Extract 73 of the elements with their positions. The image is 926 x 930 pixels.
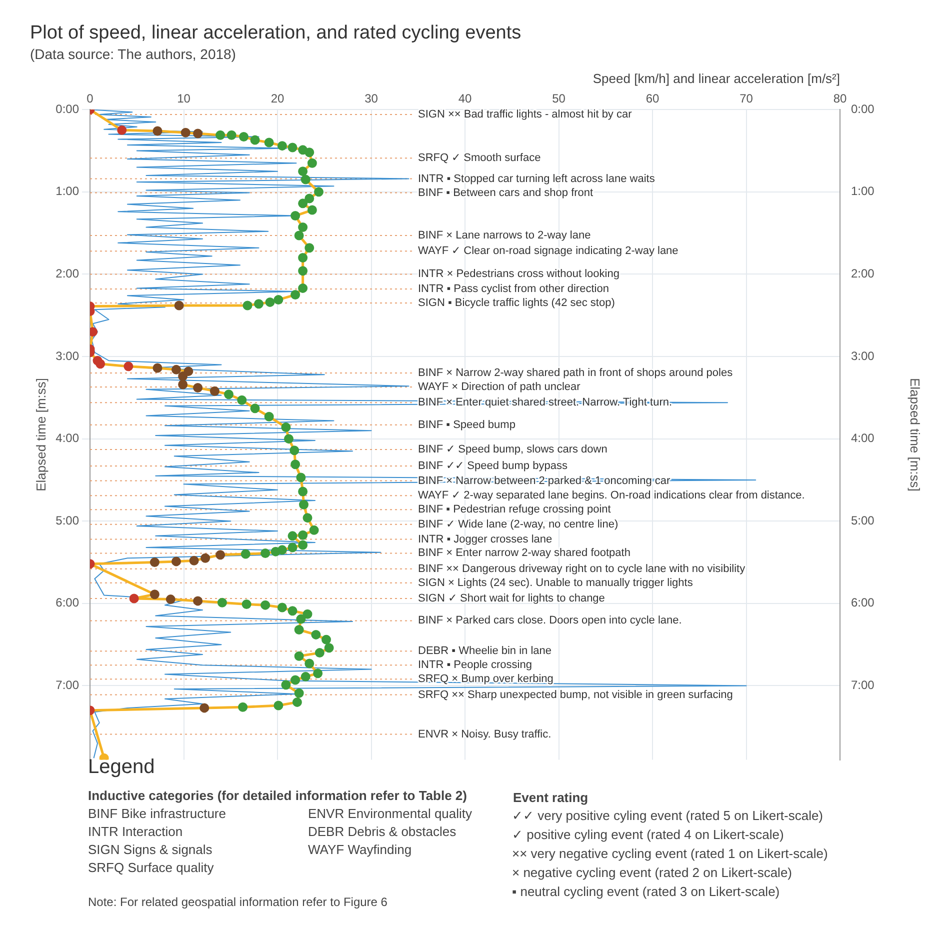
y2-axis-title: Elapsed time [m:ss] [908, 378, 923, 492]
ref-line-label: INTR ▪ Stopped car turning left across lane waits [418, 172, 656, 185]
x-tick-label: 60 [646, 92, 660, 106]
text: ×× very negative cycling event (rated 1 on Likert-scale) [512, 846, 828, 861]
y-tick-label: 5:00 [56, 513, 80, 528]
ref-line-label: BINF ▪ Pedestrian refuge crossing point [418, 504, 611, 516]
chart-title: Plot of speed, linear acceleration, and rated cycling events [30, 22, 522, 44]
y-tick-label: 2:00 [56, 266, 80, 281]
text: SIGN Signs & signals [88, 842, 212, 857]
y-tick-label: 7:00 [56, 678, 80, 692]
ref-line-label: BINF × Narrow 2-way shared path in front of shops around poles [418, 367, 734, 380]
ref-line-label: SIGN ×× Bad traffic lights - almost hit by car [418, 108, 632, 121]
ref-line-label: ENVR × Noisy. Busy traffic. [418, 728, 552, 740]
ref-line-label: INTR ▪ Pass cyclist from other direction [418, 283, 609, 296]
x-tick-label: 30 [364, 92, 378, 106]
ref-line-label: BINF × Lane narrows to 2-way lane [418, 230, 591, 242]
y-tick-label: 3:00 [56, 348, 80, 363]
text: WAYF Wayfinding [308, 842, 412, 857]
ref-line-label: SIGN ✓ Short wait for lights to change [418, 592, 605, 605]
y2-tick-label: 6:00 [851, 596, 875, 610]
text: ▪ neutral cycling event (rated 3 on Likert-scale) [512, 884, 780, 899]
y2-tick-label: 3:00 [851, 348, 875, 363]
text: ✓✓ very positive cyling event (rated 5 on Likert-scale) [512, 808, 824, 823]
ref-line-label: BINF ▪ Speed bump [418, 418, 516, 431]
ref-line-label: BINF ✓✓ Speed bump bypass [418, 460, 568, 472]
ref-line-label: INTR ▪ People crossing [418, 659, 532, 672]
ref-line-label: SIGN × Lights (24 sec). Unable to manually trigger lights [418, 576, 694, 589]
text: Note: For related geospatial information refer to Figure 6 [88, 895, 388, 909]
text: ✓ positive cyling event (rated 4 on Likert-scale) [512, 827, 784, 842]
ref-line-label: BINF ✓ Speed bump, slows cars down [418, 444, 608, 456]
y-tick-label: 1:00 [56, 184, 80, 198]
ref-line-label: INTR × Pedestrians cross without looking [418, 268, 620, 280]
x-tick-label: 70 [740, 92, 754, 106]
x-tick-label: 50 [552, 92, 566, 106]
x-tick-label: 20 [270, 92, 284, 106]
text: ENVR Environmental quality [308, 806, 472, 821]
text: Inductive categories (for detailed information refer to Table 2) [88, 788, 467, 803]
y2-tick-label: 0:00 [851, 102, 875, 116]
ref-line-label: SRFQ ✓ Smooth surface [418, 152, 541, 164]
y-tick-label: 0:00 [56, 102, 80, 116]
text: SRFQ Surface quality [88, 860, 214, 875]
ref-line-label: WAYF ✓ 2-way separated lane begins. On-road indications clear from distance. [418, 490, 805, 502]
chart-subtitle: (Data source: The authors, 2018) [30, 46, 236, 62]
ref-line-label: SIGN ▪ Bicycle traffic lights (42 sec stop) [418, 297, 615, 310]
x-axis-title: Speed [km/h] and linear acceleration [m/s²] [592, 70, 840, 86]
text: × negative cycling event (rated 2 on Likert-scale) [512, 865, 792, 880]
x-tick-label: 80 [833, 92, 847, 106]
ref-line-label: BINF ×× Dangerous driveway right on to cycle lane with no visibility [418, 562, 746, 575]
annotation: Legend [88, 756, 155, 779]
x-tick-label: 0 [86, 92, 94, 106]
ref-line-label: WAYF ✓ Clear on-road signage indicating 2-way lane [418, 245, 678, 258]
ref-line-label: WAYF × Direction of path unclear [418, 380, 581, 393]
y-tick-label: 6:00 [56, 596, 80, 610]
ref-line-label: SRFQ ×× Sharp unexpected bump, not visible in green surfacing [418, 688, 733, 701]
y-tick-label: 4:00 [56, 431, 80, 446]
ref-line-label: BINF ✓ Wide lane (2-way, no centre line) [418, 518, 618, 530]
y2-tick-label: 5:00 [851, 513, 875, 528]
y-axis-title: Elapsed time [m:ss] [33, 378, 48, 492]
ref-line-label: BINF × Enter narrow 2-way shared footpath [418, 547, 630, 560]
ref-line-label: BINF ▪ Between cars and shop front [418, 186, 594, 199]
ref-line-label: BINF × Parked cars close. Doors open into cycle lane. [418, 614, 682, 627]
y2-tick-label: 7:00 [851, 678, 875, 692]
ref-line-label: DEBR ▪ Wheelie bin in lane [418, 645, 552, 658]
y2-tick-label: 2:00 [851, 266, 875, 281]
x-tick-label: 10 [177, 92, 191, 106]
ref-line-label: INTR ▪ Jogger crosses lane [418, 533, 552, 546]
text: INTR Interaction [88, 824, 183, 839]
text: BINF Bike infrastructure [88, 806, 226, 821]
text: DEBR Debris & obstacles [308, 824, 456, 839]
y2-tick-label: 1:00 [851, 184, 875, 198]
text: Event rating [513, 790, 588, 805]
x-tick-label: 40 [458, 92, 472, 106]
y2-tick-label: 4:00 [851, 431, 875, 446]
